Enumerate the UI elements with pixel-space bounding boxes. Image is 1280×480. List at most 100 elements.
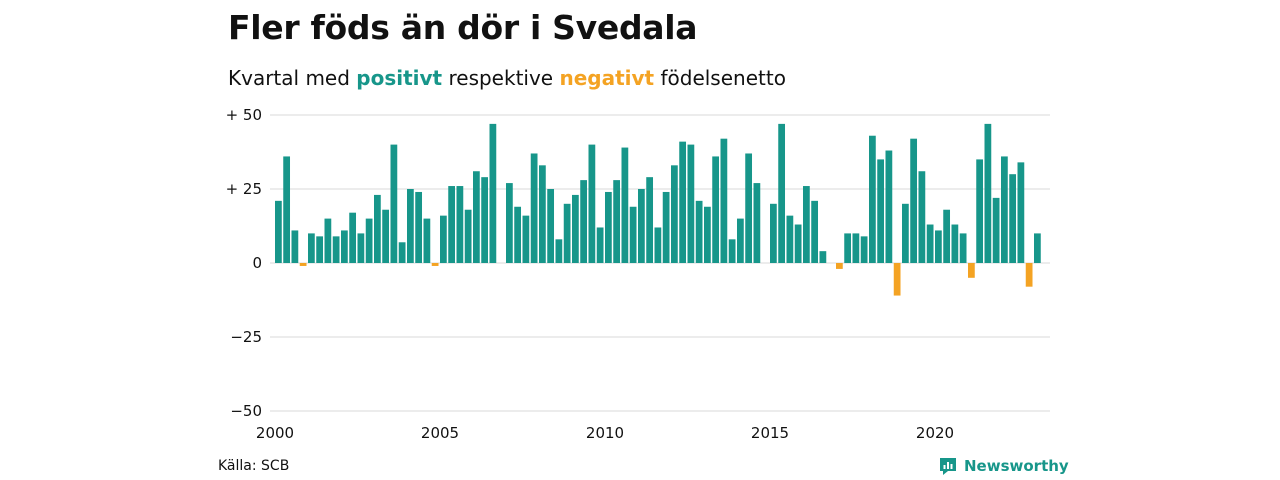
- bar: [753, 183, 761, 263]
- bar: [481, 177, 489, 263]
- bar: [844, 233, 852, 263]
- bar: [712, 156, 720, 263]
- bar: [803, 186, 810, 263]
- bar: [629, 206, 637, 263]
- bar: [308, 233, 315, 263]
- newsworthy-logo: Newsworthy: [938, 456, 1069, 476]
- bar: [976, 159, 984, 263]
- bar: [283, 156, 291, 263]
- y-tick-label: −25: [230, 328, 262, 346]
- bar: [275, 200, 282, 263]
- bar: [547, 189, 555, 263]
- bar: [514, 206, 522, 263]
- bar: [860, 236, 868, 263]
- bar: [522, 215, 530, 263]
- bar: [654, 227, 662, 263]
- bar: [605, 191, 612, 263]
- bar: [737, 218, 744, 263]
- bar: [704, 206, 711, 263]
- x-tick-label: 2010: [586, 424, 624, 442]
- bar: [349, 212, 357, 263]
- bar: [530, 153, 538, 263]
- bar: [431, 263, 439, 266]
- bar: [968, 263, 975, 278]
- bar: [539, 165, 546, 263]
- bar: [646, 177, 654, 263]
- bar: [951, 224, 959, 263]
- bar: [935, 230, 942, 263]
- bar: [621, 147, 629, 263]
- bar: [357, 233, 365, 263]
- bar: [555, 239, 563, 263]
- bar: [893, 263, 901, 296]
- y-tick-label: + 50: [226, 106, 262, 124]
- bar: [316, 236, 324, 263]
- bar: [456, 186, 464, 263]
- y-tick-label: + 25: [226, 180, 262, 198]
- bar: [811, 200, 819, 263]
- subtitle-prefix: Kvartal med: [228, 66, 357, 90]
- bar: [918, 171, 926, 263]
- x-tick-label: 2005: [421, 424, 459, 442]
- bar: [291, 230, 299, 263]
- bar: [1009, 174, 1017, 263]
- bar: [910, 138, 918, 263]
- bar: [382, 209, 390, 263]
- source-label: Källa: SCB: [218, 458, 290, 474]
- bar: [885, 150, 893, 263]
- y-tick-label: 0: [252, 254, 262, 272]
- bar: [423, 218, 431, 263]
- bar: [506, 183, 513, 263]
- bar: [720, 138, 728, 263]
- bar: [695, 200, 703, 263]
- subtitle-positive-word: positivt: [356, 66, 443, 90]
- bar: [794, 224, 802, 263]
- bar: [687, 144, 695, 263]
- chart-title: Fler föds än dör i Svedala: [228, 8, 698, 47]
- x-tick-label: 2000: [256, 424, 294, 442]
- bar: [365, 218, 373, 263]
- bar: [778, 123, 786, 263]
- bar: [324, 218, 332, 263]
- x-tick-label: 2020: [916, 424, 954, 442]
- bar: [613, 180, 621, 263]
- bar: [943, 209, 951, 263]
- bar: [415, 191, 423, 263]
- bar: [926, 224, 934, 263]
- bar: [440, 215, 447, 263]
- bar: [299, 263, 307, 266]
- bar: [662, 191, 670, 263]
- bar: [374, 194, 381, 263]
- bar: [580, 180, 588, 263]
- newsworthy-logo-icon: [940, 458, 956, 475]
- bar: [563, 203, 571, 263]
- bar: [786, 215, 794, 263]
- newsworthy-brand-name: Newsworthy: [964, 457, 1069, 475]
- bar: [959, 233, 967, 263]
- bar: [852, 233, 860, 263]
- subtitle-suffix: födelsenetto: [654, 66, 786, 90]
- bar: [332, 236, 340, 263]
- y-tick-label: −50: [230, 402, 262, 420]
- bar: [679, 141, 687, 263]
- bar: [984, 123, 992, 263]
- bar: [398, 242, 406, 263]
- bar: [1034, 233, 1041, 263]
- subtitle-middle: respektive: [442, 66, 560, 90]
- bar: [902, 203, 909, 263]
- bar: [1025, 263, 1033, 287]
- bar: [770, 203, 777, 263]
- bar: [572, 194, 579, 263]
- bar: [588, 144, 596, 263]
- bar: [745, 153, 753, 263]
- bar: [407, 189, 414, 263]
- bar: [596, 227, 604, 263]
- bar: [1001, 156, 1008, 263]
- bar: [877, 159, 885, 263]
- bar: [1017, 162, 1025, 263]
- bar: [638, 189, 645, 263]
- bar: [341, 230, 348, 263]
- bar: [671, 165, 678, 263]
- chart-subtitle: Kvartal med positivt respektive negativt…: [228, 66, 786, 90]
